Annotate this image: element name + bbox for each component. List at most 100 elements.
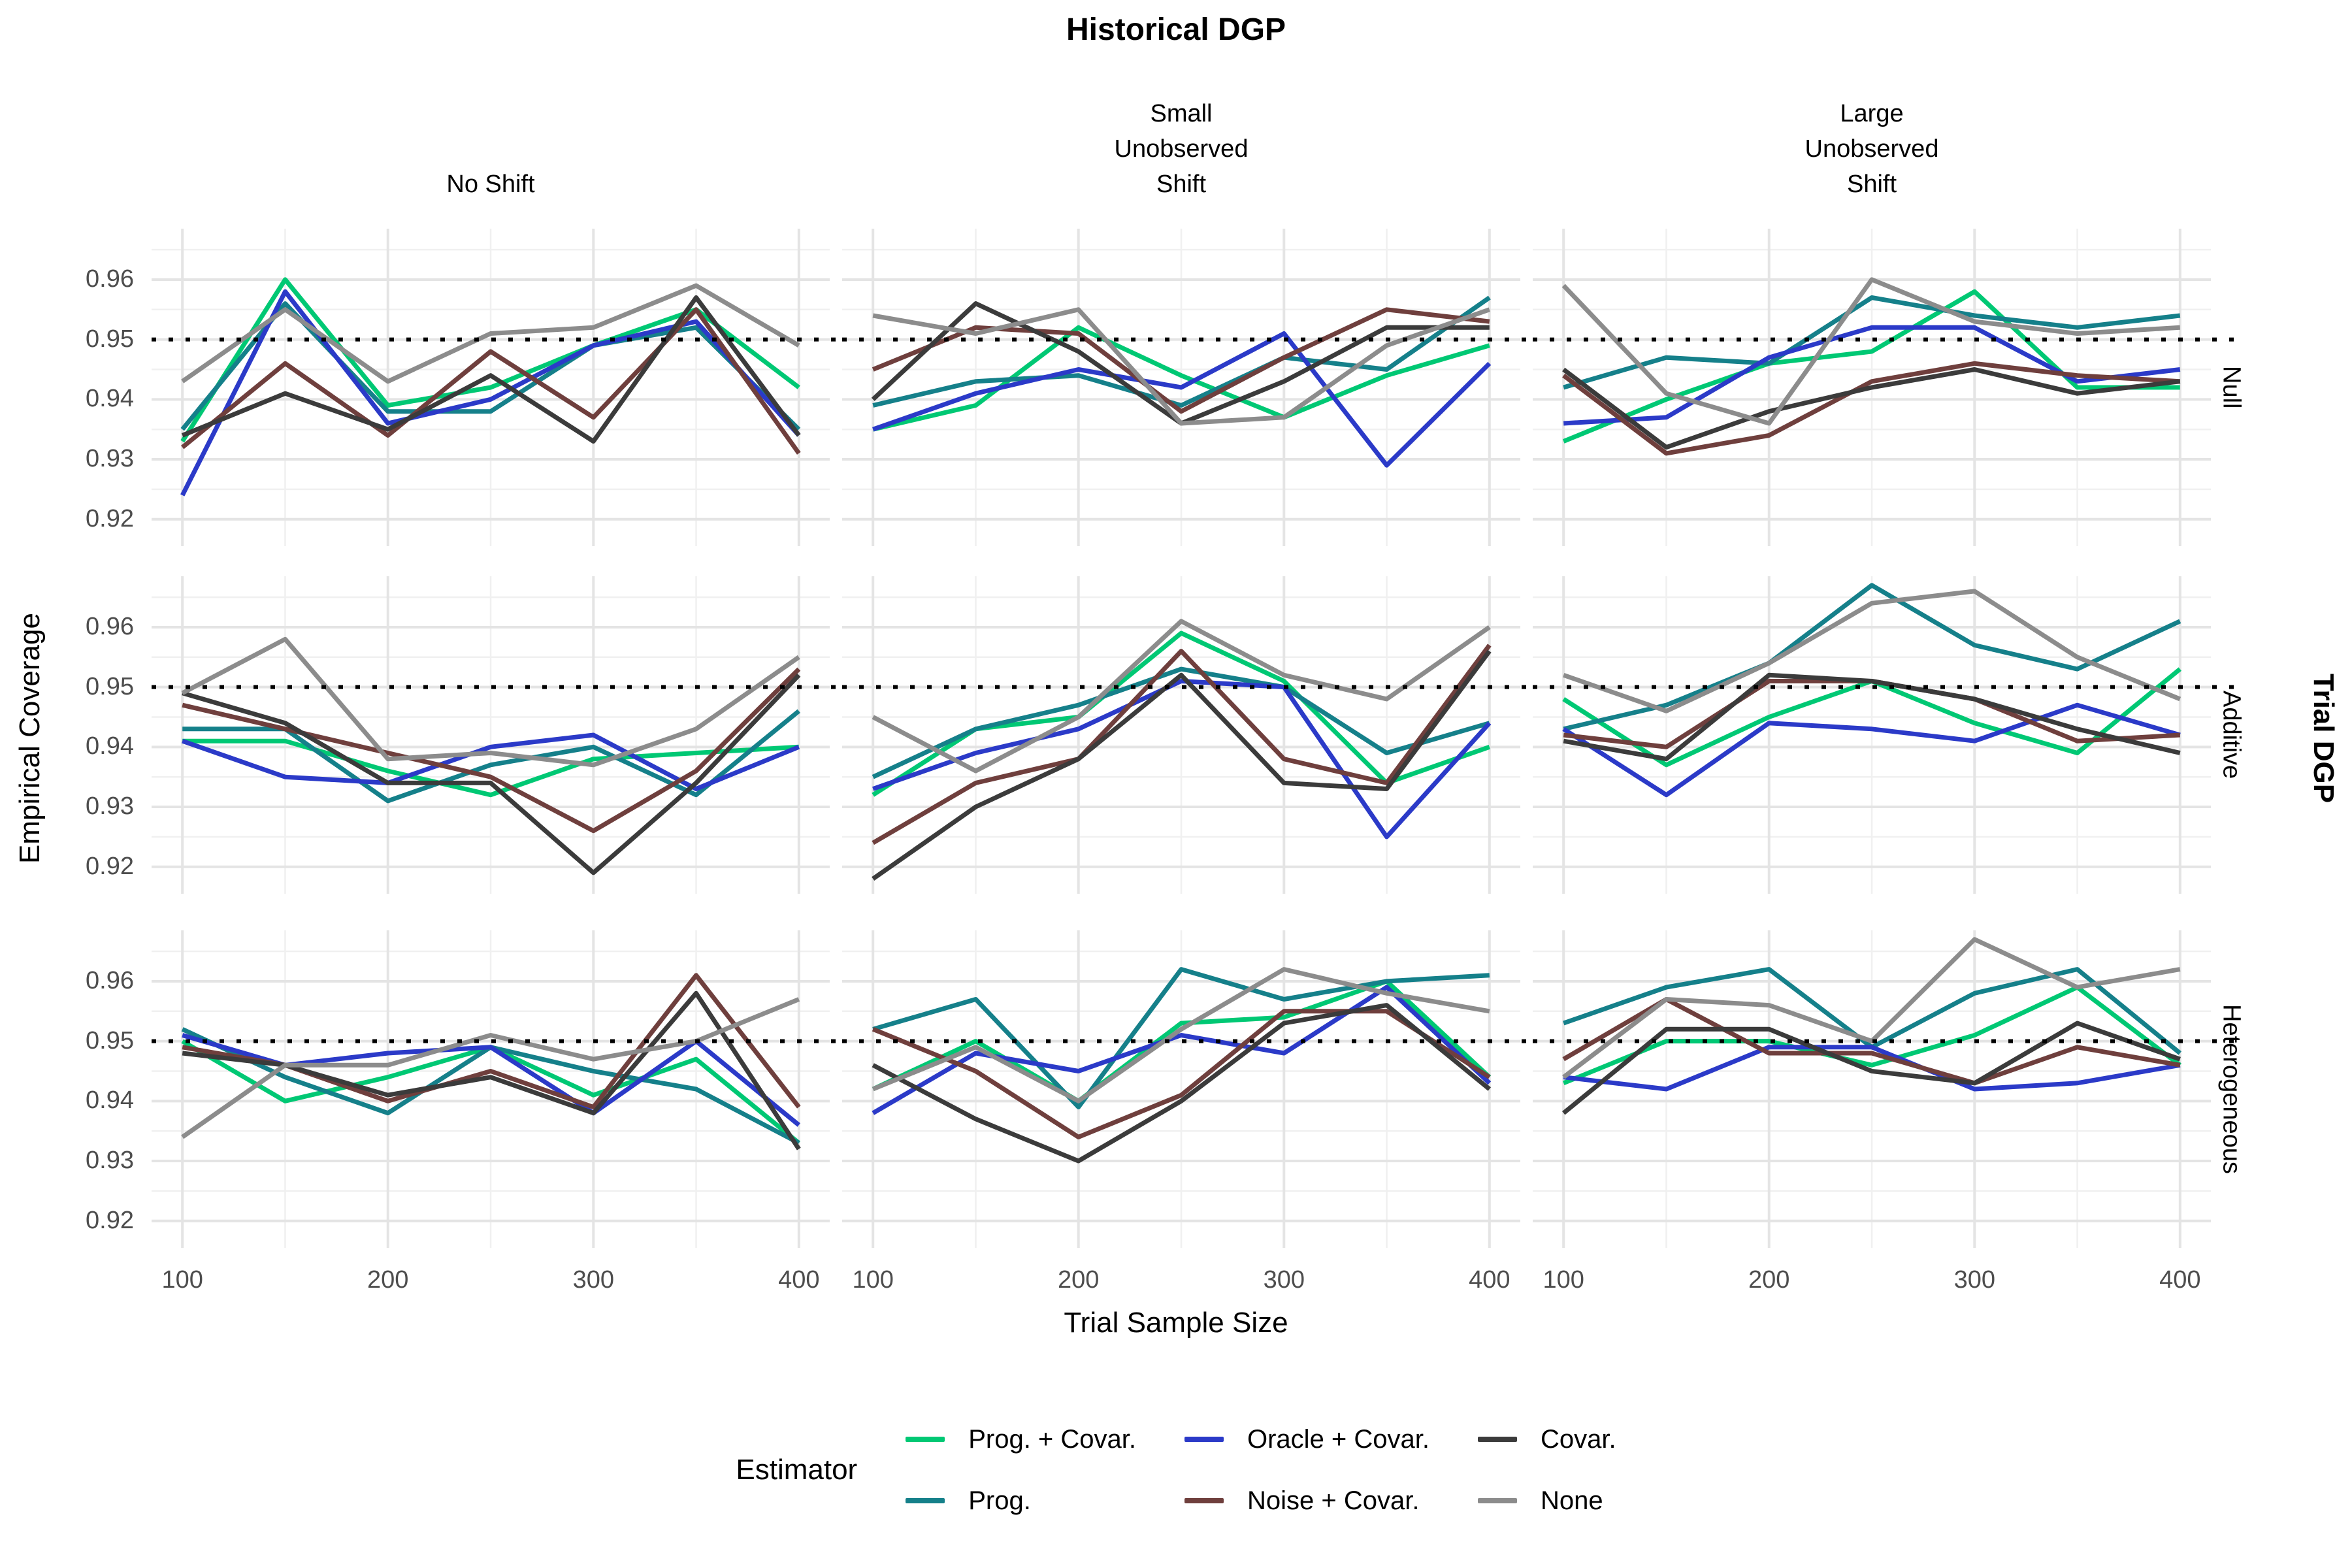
x-tick-label: 100 xyxy=(1543,1266,1584,1294)
series-line-oracle-covar xyxy=(872,331,1492,468)
series-line-oracle-covar xyxy=(1563,1045,2181,1092)
x-tick-label: 100 xyxy=(161,1266,203,1294)
series-line-prog-covar xyxy=(872,325,1490,432)
series-line-prog xyxy=(872,967,1490,1109)
series-line-none xyxy=(1562,937,2181,1079)
legend-label: Covar. xyxy=(1541,1424,1616,1454)
series-line-none xyxy=(181,283,800,384)
legend-label: Prog. xyxy=(968,1486,1031,1515)
y-tick-label: 0.95 xyxy=(86,672,134,700)
facet-row-strip-null: Null xyxy=(2217,366,2246,409)
facet-col-header-small-unobserved-shift: Small Unobserved Shift xyxy=(1114,100,1249,199)
facet-panel-additive-small-unobserved-shift xyxy=(842,576,1533,894)
x-tick-label: 200 xyxy=(1058,1266,1100,1294)
legend-key-noise-covar[interactable]: Noise + Covar. xyxy=(1184,1484,1429,1518)
legend-key-prog-covar[interactable]: Prog. + Covar. xyxy=(906,1422,1136,1456)
legend-key-covar[interactable]: Covar. xyxy=(1478,1422,1616,1456)
legend-title: Estimator xyxy=(736,1454,858,1486)
facet-panel-additive-no-shift xyxy=(152,576,843,894)
y-tick-label: 0.95 xyxy=(86,325,134,353)
x-tick-label: 100 xyxy=(852,1266,894,1294)
legend-key-prog[interactable]: Prog. xyxy=(906,1484,1136,1518)
series-line-prog xyxy=(1563,583,2181,732)
facet-panel-heterogeneous-large-unobserved-shift xyxy=(1533,930,2234,1248)
series-line-covar xyxy=(872,1003,1492,1164)
y-tick-label: 0.94 xyxy=(86,1086,134,1115)
series-line-prog-covar xyxy=(182,738,800,798)
series-line-covar xyxy=(182,673,801,875)
legend-key-none[interactable]: None xyxy=(1478,1484,1616,1518)
noise-covar-line-swatch xyxy=(1184,1498,1224,1503)
y-tick-label: 0.92 xyxy=(86,852,134,880)
series-line-noise-covar xyxy=(182,667,801,834)
legend-column-1: Prog. + Covar. Prog. xyxy=(906,1422,1136,1518)
legend-label: Oracle + Covar. xyxy=(1247,1424,1430,1454)
legend: Estimator Prog. + Covar. Prog. Oracle + … xyxy=(0,1398,2352,1542)
x-tick-label: 400 xyxy=(2159,1266,2201,1294)
series-line-covar xyxy=(1563,672,2181,762)
series-line-none xyxy=(181,636,800,768)
series-line-prog xyxy=(1563,295,2181,390)
facet-row-strip-heterogeneous: Heterogeneous xyxy=(2217,1004,2246,1174)
series-line-covar xyxy=(872,649,1492,881)
legend-label: Prog. + Covar. xyxy=(968,1424,1136,1454)
series-line-none xyxy=(872,967,1490,1103)
facet-panel-null-large-unobserved-shift xyxy=(1533,229,2234,546)
x-tick-label: 400 xyxy=(778,1266,820,1294)
y-tick-label: 0.92 xyxy=(86,504,134,532)
covar-line-swatch xyxy=(1478,1437,1518,1442)
facet-col-header-no-shift: No Shift xyxy=(446,171,535,199)
series-line-covar xyxy=(1562,367,2181,450)
series-line-noise-covar xyxy=(872,307,1490,414)
series-line-prog-covar xyxy=(1562,289,2180,444)
legend-label: Noise + Covar. xyxy=(1247,1486,1420,1515)
chart-title: Historical DGP xyxy=(1066,12,1286,47)
series-line-noise-covar xyxy=(180,307,801,455)
series-line-noise-covar xyxy=(872,1009,1491,1139)
series-line-none xyxy=(1561,277,2181,426)
series-line-none xyxy=(1563,589,2181,713)
y-tick-label: 0.93 xyxy=(86,1147,134,1175)
y-tick-label: 0.93 xyxy=(86,792,134,821)
right-axis-title: Trial DGP xyxy=(2308,673,2340,804)
series-line-noise-covar xyxy=(1562,361,2181,456)
facet-col-header-large-unobserved-shift: Large Unobserved Shift xyxy=(1805,100,1939,199)
series-line-oracle-covar xyxy=(180,289,801,497)
x-tick-label: 400 xyxy=(1469,1266,1511,1294)
legend-label: None xyxy=(1541,1486,1603,1515)
facet-row-strip-additive: Additive xyxy=(2217,691,2246,779)
series-line-prog xyxy=(872,666,1490,779)
series-line-covar xyxy=(1561,1021,2181,1115)
y-tick-label: 0.92 xyxy=(86,1206,134,1234)
y-tick-label: 0.93 xyxy=(86,445,134,473)
facet-panel-null-no-shift xyxy=(152,229,843,546)
y-tick-label: 0.96 xyxy=(86,966,134,994)
x-tick-label: 300 xyxy=(572,1266,614,1294)
series-line-oracle-covar xyxy=(182,732,800,791)
x-tick-label: 300 xyxy=(1953,1266,1995,1294)
none-line-swatch xyxy=(1478,1498,1518,1503)
facet-panel-heterogeneous-no-shift xyxy=(152,930,843,1248)
prog-covar-line-swatch xyxy=(906,1437,945,1442)
x-axis-title: Trial Sample Size xyxy=(1064,1307,1288,1339)
facet-panel-null-small-unobserved-shift xyxy=(842,229,1533,546)
series-line-oracle-covar xyxy=(872,985,1492,1115)
facet-panel-additive-large-unobserved-shift xyxy=(1533,576,2234,894)
legend-column-3: Covar. None xyxy=(1478,1422,1616,1518)
y-tick-label: 0.96 xyxy=(86,265,134,293)
prog-line-swatch xyxy=(906,1498,945,1503)
series-line-covar xyxy=(181,295,801,444)
series-line-noise-covar xyxy=(872,644,1492,845)
legend-key-oracle-covar[interactable]: Oracle + Covar. xyxy=(1184,1422,1429,1456)
series-line-prog xyxy=(180,301,801,431)
series-line-oracle-covar xyxy=(872,679,1492,840)
y-tick-label: 0.94 xyxy=(86,385,134,413)
x-tick-label: 300 xyxy=(1263,1266,1305,1294)
series-line-oracle-covar xyxy=(1562,702,2181,798)
y-tick-label: 0.94 xyxy=(86,732,134,760)
x-tick-label: 200 xyxy=(367,1266,409,1294)
facet-panel-heterogeneous-small-unobserved-shift xyxy=(842,930,1533,1248)
series-line-none xyxy=(872,307,1490,426)
x-tick-label: 200 xyxy=(1748,1266,1790,1294)
